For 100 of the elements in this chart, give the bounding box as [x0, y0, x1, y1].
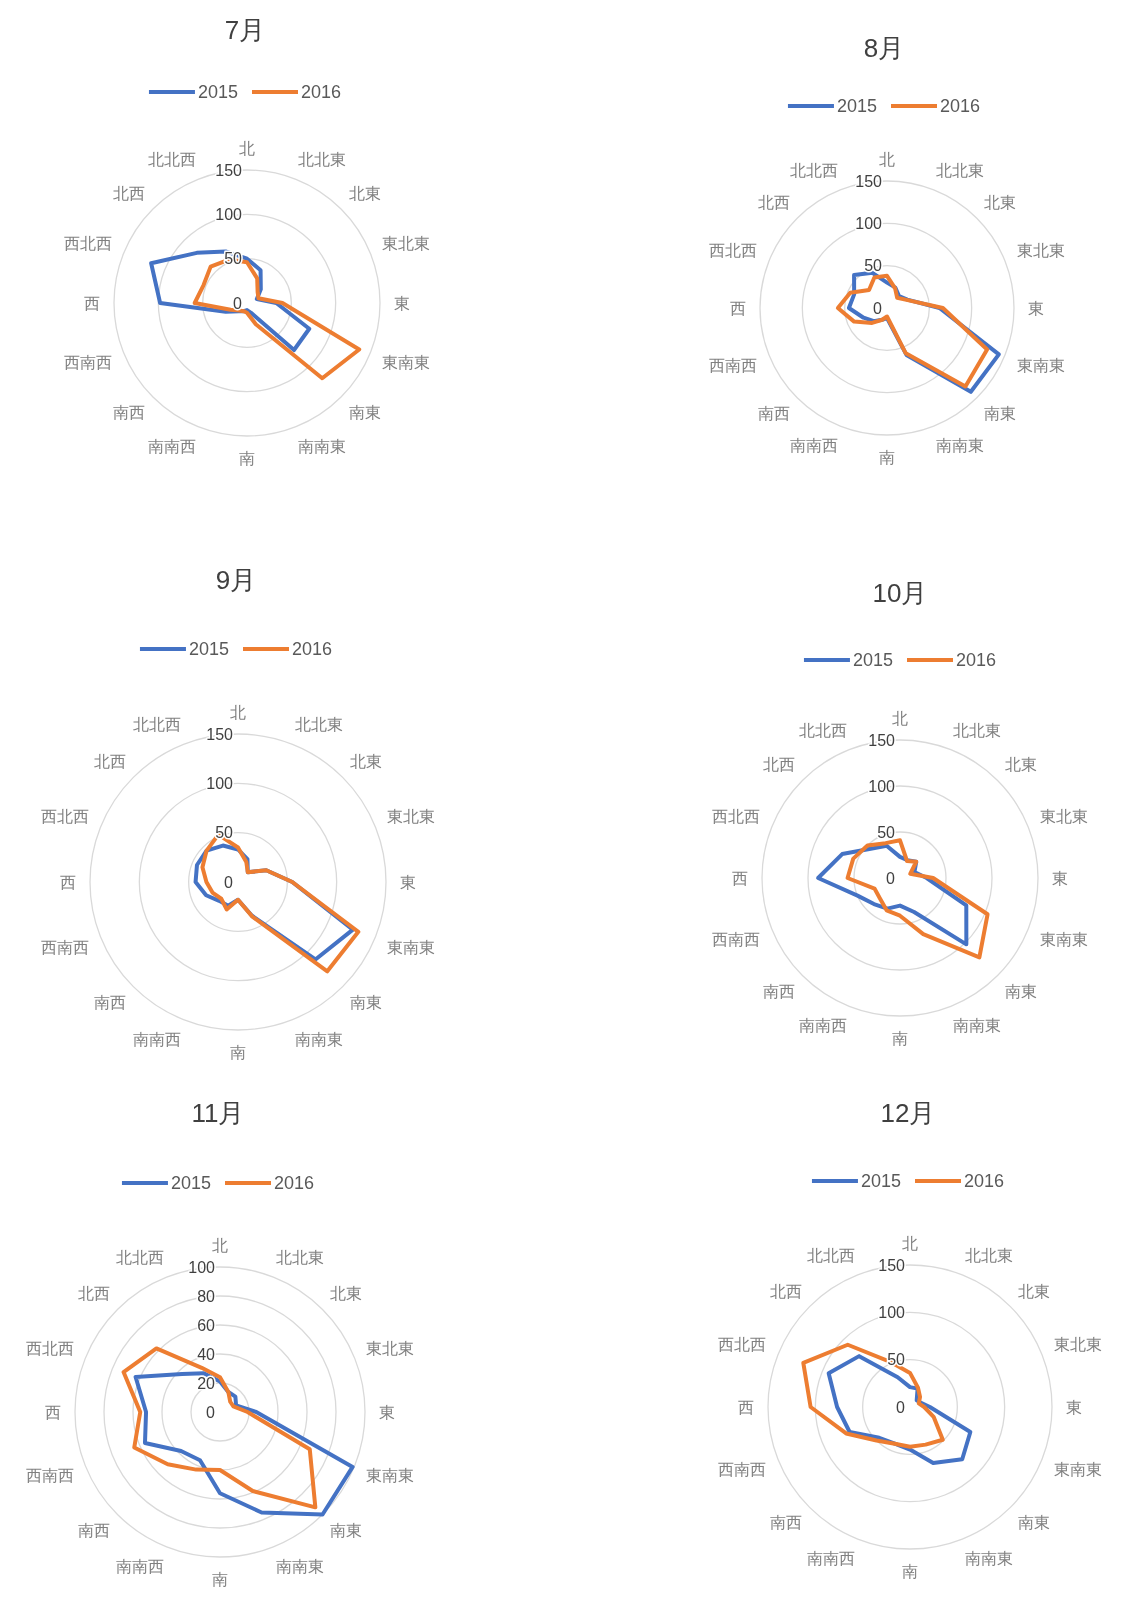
spoke-label: 南南西	[147, 437, 196, 455]
y-tick-label: 150	[855, 172, 883, 190]
spoke-label: 北	[892, 709, 908, 727]
spoke-label: 東北東	[366, 1339, 415, 1357]
spoke-label: 西北西	[25, 1339, 74, 1357]
spoke-label: 南南東	[295, 1030, 344, 1048]
spoke-label: 東	[394, 294, 410, 312]
y-tick-label: 100	[188, 1258, 216, 1276]
spoke-label: 西南西	[63, 353, 112, 371]
spoke-label: 南西	[770, 1514, 803, 1532]
y-tick-label: 0	[224, 873, 234, 891]
spoke-label: 東	[1066, 1398, 1082, 1416]
spoke-label: 北	[902, 1234, 918, 1252]
spoke-label: 北北東	[295, 716, 344, 734]
y-tick-label: 0	[896, 1398, 906, 1416]
y-tick-label: 20	[197, 1374, 216, 1392]
y-tick-label: 100	[855, 214, 883, 232]
spoke-label: 北北西	[132, 716, 181, 734]
spoke-label: 北北東	[936, 161, 985, 179]
spoke-label: 西	[84, 294, 100, 312]
spoke-label: 南西	[93, 993, 126, 1011]
y-tick-label: 80	[197, 1287, 216, 1305]
spoke-label: 南東	[350, 993, 383, 1011]
spoke-label: 東	[400, 873, 416, 891]
spoke-label: 北北西	[147, 151, 196, 169]
y-tick-label: 50	[864, 257, 883, 275]
spoke-label: 東北東	[1016, 242, 1065, 260]
spoke-label: 西北西	[63, 235, 112, 253]
spoke-label: 南	[902, 1562, 918, 1580]
spoke-label: 南東	[348, 404, 381, 422]
legend-label: 2016	[274, 1173, 315, 1193]
y-tick-label: 100	[868, 777, 896, 795]
spoke-label: 南西	[113, 404, 146, 422]
spoke-label: 西	[732, 869, 748, 887]
spoke-label: 西	[60, 873, 76, 891]
spoke-label: 南西	[762, 982, 795, 1000]
chart-title: 9月	[215, 565, 257, 595]
spoke-label: 西南西	[718, 1461, 767, 1479]
spoke-label: 南	[892, 1029, 908, 1047]
legend-label: 2016	[964, 1171, 1005, 1191]
spoke-label: 北東	[348, 184, 381, 202]
spoke-label: 東北東	[382, 235, 431, 253]
spoke-label: 南西	[757, 404, 790, 422]
y-tick-label: 150	[206, 725, 234, 743]
spoke-label: 東南東	[1016, 356, 1065, 374]
y-tick-label: 150	[215, 161, 243, 179]
spoke-label: 西北西	[709, 242, 758, 260]
spoke-label: 西南西	[712, 930, 761, 948]
spoke-label: 南東	[330, 1521, 363, 1539]
spoke-label: 南西	[77, 1521, 110, 1539]
y-tick-label: 150	[868, 731, 896, 749]
chart-title: 12月	[880, 1098, 936, 1128]
spoke-label: 西北西	[712, 808, 761, 826]
spoke-label: 北北東	[964, 1246, 1013, 1264]
spoke-label: 東	[1028, 299, 1044, 317]
spoke-label: 東	[379, 1403, 395, 1421]
y-tick-label: 100	[215, 205, 243, 223]
spoke-label: 北西	[113, 184, 146, 202]
spoke-label: 西南西	[25, 1467, 74, 1485]
chart-title: 8月	[863, 33, 905, 63]
spoke-label: 南	[230, 1043, 246, 1061]
y-tick-label: 50	[215, 824, 234, 842]
y-tick-label: 100	[878, 1303, 906, 1321]
spoke-label: 南南西	[132, 1030, 181, 1048]
y-tick-label: 0	[873, 299, 883, 317]
spoke-label: 西	[738, 1398, 754, 1416]
spoke-label: 南	[239, 449, 255, 467]
y-tick-label: 0	[886, 869, 896, 887]
spoke-label: 北北西	[116, 1249, 165, 1267]
spoke-label: 北北東	[953, 721, 1002, 739]
legend-label: 2015	[852, 650, 893, 670]
y-tick-label: 0	[206, 1403, 216, 1421]
spoke-label: 東南東	[1039, 930, 1088, 948]
spoke-label: 南南東	[936, 437, 985, 455]
y-tick-label: 60	[197, 1316, 216, 1334]
spoke-label: 南東	[984, 404, 1017, 422]
spoke-label: 北東	[1005, 756, 1038, 774]
y-tick-label: 50	[887, 1351, 906, 1369]
spoke-label: 北北西	[807, 1246, 856, 1264]
legend-label: 2016	[301, 82, 342, 102]
spoke-label: 北北東	[275, 1249, 324, 1267]
spoke-label: 南南西	[807, 1550, 856, 1568]
legend-label: 2015	[836, 96, 877, 116]
spoke-label: 東南東	[366, 1467, 415, 1485]
legend-label: 2015	[188, 639, 229, 659]
spoke-label: 南	[212, 1570, 228, 1588]
y-tick-label: 100	[206, 774, 234, 792]
spoke-label: 南南東	[953, 1017, 1002, 1035]
spoke-label: 北北西	[798, 721, 847, 739]
spoke-label: 南東	[1005, 982, 1038, 1000]
spoke-label: 西南西	[709, 356, 758, 374]
y-tick-label: 40	[197, 1345, 216, 1363]
y-tick-label: 0	[233, 294, 243, 312]
legend-label: 2016	[292, 639, 333, 659]
spoke-label: 北西	[757, 194, 790, 212]
spoke-label: 南南西	[798, 1017, 847, 1035]
spoke-label: 東	[1052, 869, 1068, 887]
spoke-label: 東南東	[382, 353, 431, 371]
spoke-label: 東北東	[1039, 808, 1088, 826]
y-tick-label: 150	[878, 1256, 906, 1274]
